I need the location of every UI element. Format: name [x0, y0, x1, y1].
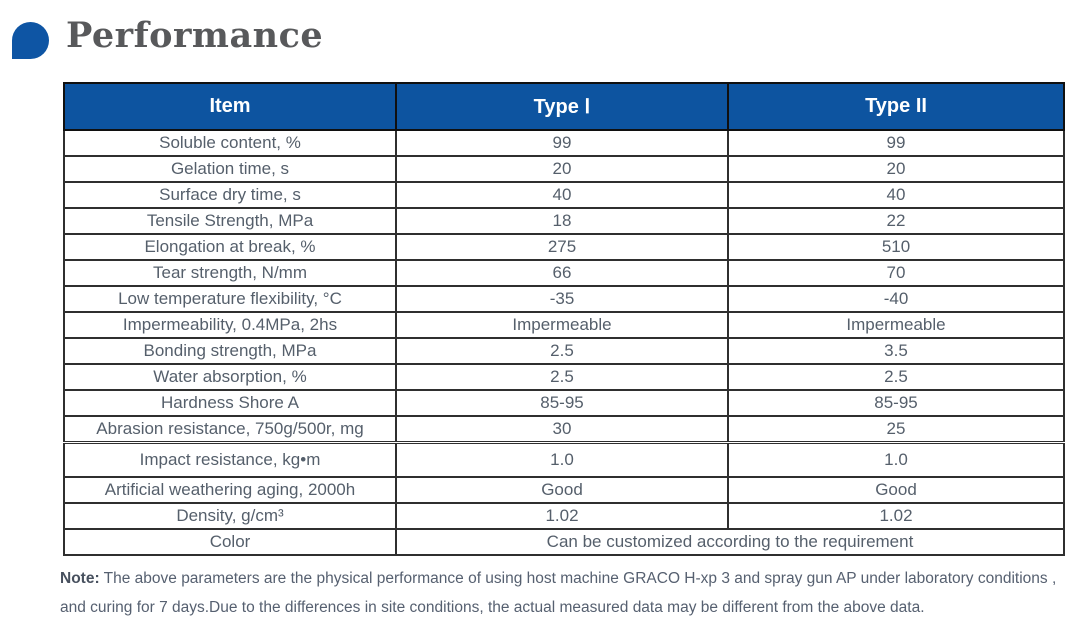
merged-value-cell: Can be customized according to the requi… [395, 528, 1065, 556]
column-header-type2: Type II [727, 82, 1065, 131]
item-cell: Surface dry time, s [63, 181, 397, 209]
table-row: Abrasion resistance, 750g/500r, mg 30 25 [63, 415, 1065, 444]
type1-cell: Impermeable [395, 311, 729, 339]
table-row: Water absorption, % 2.5 2.5 [63, 363, 1065, 391]
item-cell: Color [63, 528, 397, 556]
type2-cell: 20 [727, 155, 1065, 183]
item-cell: Impermeability, 0.4MPa, 2hs [63, 311, 397, 339]
item-cell: Bonding strength, MPa [63, 337, 397, 365]
type1-cell: 18 [395, 207, 729, 235]
item-cell: Gelation time, s [63, 155, 397, 183]
type1-cell: 275 [395, 233, 729, 261]
page-title: Performance [66, 14, 324, 56]
table-row: Color Can be customized according to the … [63, 528, 1065, 556]
item-cell: Impact resistance, kg•m [63, 441, 397, 478]
type1-cell: -35 [395, 285, 729, 313]
table-row: Gelation time, s 20 20 [63, 155, 1065, 183]
type2-cell: 40 [727, 181, 1065, 209]
footnote-text-1: The above parameters are the physical pe… [99, 570, 1057, 587]
type2-cell: Impermeable [727, 311, 1065, 339]
type1-cell: 2.5 [395, 337, 729, 365]
type2-cell: 3.5 [727, 337, 1065, 365]
table-row: Impermeability, 0.4MPa, 2hs Impermeable Im… [63, 311, 1065, 339]
performance-table: Item Type Ⅰ Type II Soluble content, % 99 99… [63, 82, 1065, 556]
item-cell: Elongation at break, % [63, 233, 397, 261]
table-row: Density, g/cm³ 1.02 1.02 [63, 502, 1065, 530]
type1-cell: 99 [395, 129, 729, 157]
item-cell: Hardness Shore A [63, 389, 397, 417]
item-cell: Abrasion resistance, 750g/500r, mg [63, 415, 397, 444]
type2-cell: 510 [727, 233, 1065, 261]
column-header-type1: Type Ⅰ [395, 82, 729, 131]
table-row: Low temperature flexibility, °C -35 -40 [63, 285, 1065, 313]
type1-cell: 2.5 [395, 363, 729, 391]
type2-cell: 25 [727, 415, 1065, 444]
type2-cell: Good [727, 476, 1065, 504]
type1-cell: 20 [395, 155, 729, 183]
table-row: Soluble content, % 99 99 [63, 129, 1065, 157]
table-row: Surface dry time, s 40 40 [63, 181, 1065, 209]
type1-cell: 1.02 [395, 502, 729, 530]
type1-cell: 1.0 [395, 441, 729, 478]
type2-cell: 85-95 [727, 389, 1065, 417]
section-header: Performance [12, 12, 323, 59]
type1-cell: 30 [395, 415, 729, 444]
column-header-item: Item [63, 82, 397, 131]
type2-cell: 22 [727, 207, 1065, 235]
type1-cell: Good [395, 476, 729, 504]
footnote-line-1: Note: The above parameters are the physi… [60, 564, 1072, 593]
table-row: Hardness Shore A 85-95 85-95 [63, 389, 1065, 417]
table-header-row: Item Type Ⅰ Type II [63, 82, 1065, 131]
item-cell: Artificial weathering aging, 2000h [63, 476, 397, 504]
type1-cell: 85-95 [395, 389, 729, 417]
note-label: Note: [60, 570, 100, 587]
table-row: Elongation at break, % 275 510 [63, 233, 1065, 261]
type2-cell: 1.0 [727, 441, 1065, 478]
table-row: Artificial weathering aging, 2000h Good Go… [63, 476, 1065, 504]
item-cell: Water absorption, % [63, 363, 397, 391]
footnote-line-2: and curing for 7 days.Due to the differe… [60, 599, 925, 616]
table-row: Impact resistance, kg•m 1.0 1.0 [63, 441, 1065, 478]
type2-cell: 2.5 [727, 363, 1065, 391]
type2-cell: 1.02 [727, 502, 1065, 530]
table-row: Bonding strength, MPa 2.5 3.5 [63, 337, 1065, 365]
table-row: Tensile Strength, MPa 18 22 [63, 207, 1065, 235]
footnote: Note: The above parameters are the physi… [60, 564, 1072, 622]
item-cell: Density, g/cm³ [63, 502, 397, 530]
item-cell: Soluble content, % [63, 129, 397, 157]
type2-cell: -40 [727, 285, 1065, 313]
item-cell: Tear strength, N/mm [63, 259, 397, 287]
type2-cell: 99 [727, 129, 1065, 157]
type1-cell: 40 [395, 181, 729, 209]
section-bullet-icon [12, 22, 49, 59]
table-body: Soluble content, % 99 99 Gelation time, s 20… [63, 129, 1065, 556]
table-row: Tear strength, N/mm 66 70 [63, 259, 1065, 287]
item-cell: Low temperature flexibility, °C [63, 285, 397, 313]
type1-cell: 66 [395, 259, 729, 287]
item-cell: Tensile Strength, MPa [63, 207, 397, 235]
type2-cell: 70 [727, 259, 1065, 287]
